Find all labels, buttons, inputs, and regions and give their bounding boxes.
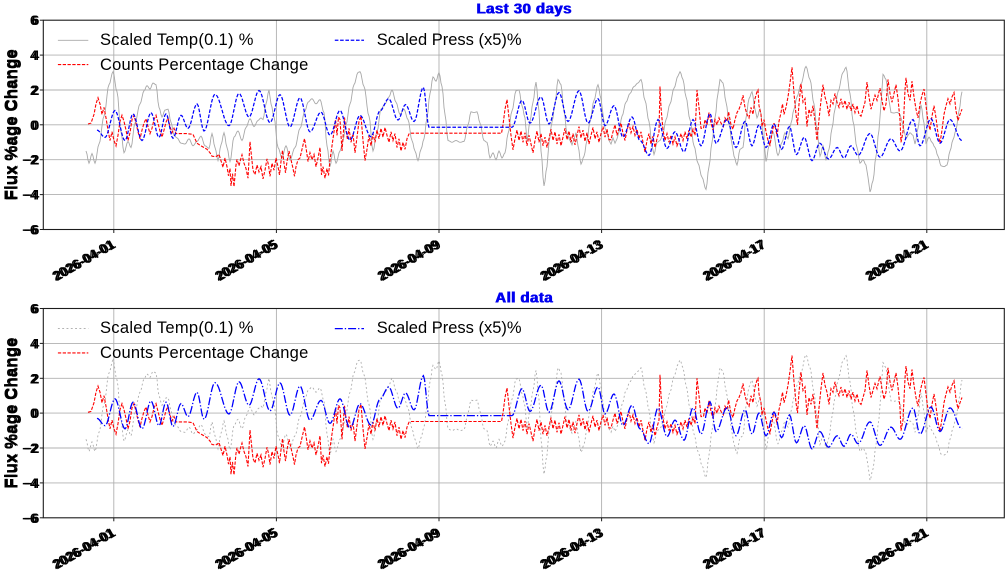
svg-text:2: 2	[32, 371, 39, 386]
svg-text:Last 30 days: Last 30 days	[477, 1, 572, 18]
svg-text:−4: −4	[24, 188, 40, 203]
svg-text:2: 2	[30, 83, 37, 98]
svg-text:−6: −6	[24, 511, 39, 526]
svg-text:−6: −6	[22, 223, 37, 238]
svg-text:Scaled Temp(0.1) %: Scaled Temp(0.1) %	[100, 319, 254, 337]
svg-text:−2: −2	[24, 441, 39, 456]
svg-text:−4: −4	[22, 188, 38, 203]
svg-text:Flux %age Change: Flux %age Change	[1, 49, 20, 200]
svg-text:4: 4	[32, 48, 40, 63]
svg-text:0: 0	[32, 118, 39, 133]
svg-text:Last 30 days: Last 30 days	[476, 1, 571, 18]
svg-text:6: 6	[32, 302, 39, 317]
svg-text:Scaled Press (x5)%: Scaled Press (x5)%	[377, 31, 522, 49]
svg-text:6: 6	[32, 13, 39, 28]
svg-text:All data: All data	[495, 289, 553, 306]
svg-text:2: 2	[30, 371, 37, 386]
svg-text:−4: −4	[24, 476, 40, 491]
svg-text:2: 2	[32, 83, 39, 98]
svg-text:Scaled Temp(0.1) %: Scaled Temp(0.1) %	[100, 31, 254, 49]
svg-text:6: 6	[30, 13, 37, 28]
svg-text:Counts Percentage Change: Counts Percentage Change	[100, 56, 308, 74]
svg-text:4: 4	[30, 336, 38, 351]
svg-text:−2: −2	[24, 153, 39, 168]
svg-text:−6: −6	[22, 511, 37, 526]
svg-text:Counts Percentage Change: Counts Percentage Change	[100, 344, 308, 362]
svg-text:Flux %age Change: Flux %age Change	[1, 338, 20, 489]
svg-text:4: 4	[30, 48, 38, 63]
svg-text:−6: −6	[24, 223, 39, 238]
svg-text:Flux %age Change: Flux %age Change	[3, 338, 22, 489]
svg-text:0: 0	[30, 406, 37, 421]
svg-text:−4: −4	[22, 476, 38, 491]
svg-text:−2: −2	[22, 441, 37, 456]
svg-text:6: 6	[30, 302, 37, 317]
svg-text:All data: All data	[496, 289, 554, 306]
svg-text:0: 0	[30, 118, 37, 133]
svg-text:Flux %age Change: Flux %age Change	[3, 49, 22, 200]
svg-text:Scaled Press (x5)%: Scaled Press (x5)%	[377, 319, 522, 337]
svg-text:−2: −2	[22, 153, 37, 168]
svg-text:0: 0	[32, 406, 39, 421]
svg-text:4: 4	[32, 336, 40, 351]
